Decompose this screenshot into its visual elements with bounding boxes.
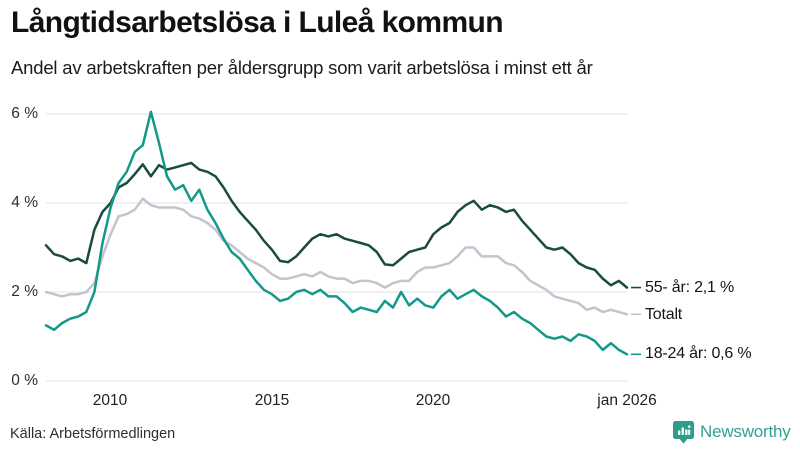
- newsworthy-bubble-chart-icon: [672, 420, 695, 445]
- newsworthy-logo[interactable]: Newsworthy: [672, 419, 791, 445]
- series-line-55- år: [44, 161, 629, 289]
- series-label-55-plus: 55- år: 2,1 %: [645, 279, 735, 296]
- series-line-18-24 år: [44, 110, 629, 356]
- y-axis-tick-2: 2 %: [11, 283, 38, 300]
- x-axis-tick-2020: 2020: [415, 392, 451, 409]
- page-title: Långtidsarbetslösa i Luleå kommun: [11, 6, 504, 39]
- y-axis-tick-0: 0 %: [11, 372, 38, 389]
- y-axis-tick-6: 6 %: [11, 105, 38, 122]
- y-axis-tick-4: 4 %: [11, 194, 38, 211]
- x-axis-tick-2015: 2015: [254, 392, 290, 409]
- series-label-totalt: Totalt: [645, 306, 683, 323]
- series-label-18-24: 18-24 år: 0,6 %: [645, 345, 752, 362]
- x-axis-tick-jan-2026: jan 2026: [597, 392, 657, 409]
- source-attribution: Källa: Arbetsförmedlingen: [10, 426, 176, 442]
- x-axis-tick-2010: 2010: [92, 392, 128, 409]
- page-subtitle: Andel av arbetskraften per åldersgrupp s…: [11, 57, 593, 78]
- series-line-Totalt: [44, 197, 629, 316]
- newsworthy-wordmark: Newsworthy: [700, 422, 791, 441]
